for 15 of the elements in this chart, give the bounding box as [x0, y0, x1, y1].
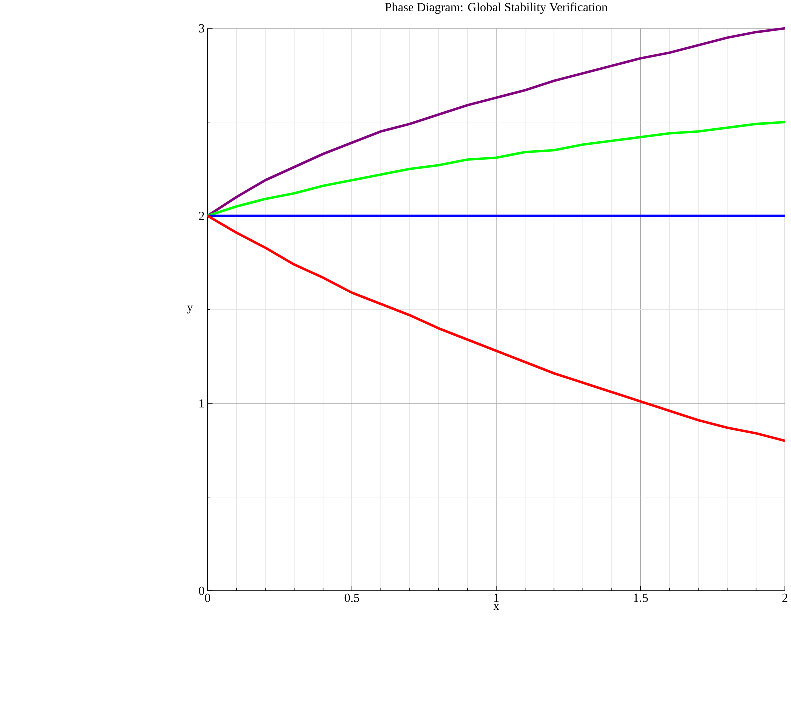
chart-title: Phase Diagram: Global Stability Verification	[385, 2, 608, 14]
y-tick-label: 2	[199, 212, 204, 220]
line-series	[206, 214, 786, 442]
x-tick-label: 2	[782, 594, 788, 602]
x-tick-label: 0.5	[344, 594, 360, 602]
y-tick-label: 1	[200, 399, 204, 408]
line-series	[206, 121, 786, 218]
y-tick-label: 3	[199, 24, 204, 33]
x-tick-label: 1.5	[634, 594, 648, 602]
x-axis-title: x	[494, 604, 500, 610]
y-axis-title: y	[187, 306, 194, 314]
x-tick-label: 0	[205, 594, 210, 602]
line-series	[206, 27, 786, 218]
x-tick-label: 1	[494, 594, 499, 602]
y-tick-label: 0	[199, 586, 204, 596]
